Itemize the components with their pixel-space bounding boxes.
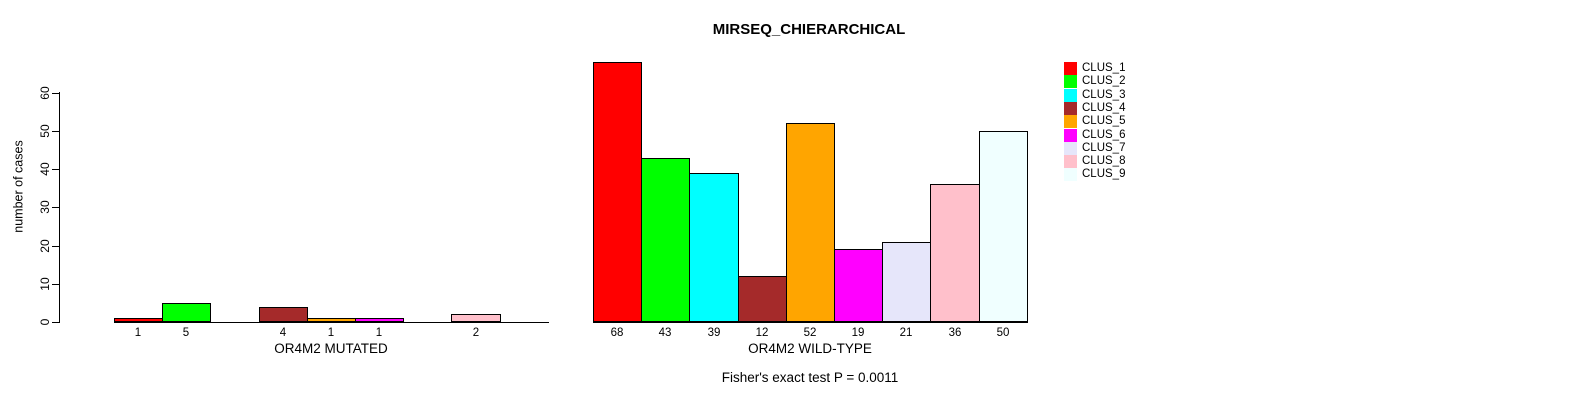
legend-swatch [1064, 62, 1077, 76]
bar-value-label: 50 [996, 327, 1010, 339]
legend-item-clus_2: CLUS_2 [1064, 75, 1126, 89]
bar-value-label: 1 [375, 327, 383, 339]
legend-label: CLUS_4 [1082, 102, 1126, 115]
legend-item-clus_3: CLUS_3 [1064, 89, 1126, 103]
bar-clus_5 [786, 123, 835, 322]
legend-item-clus_6: CLUS_6 [1064, 129, 1126, 143]
legend-label: CLUS_9 [1082, 168, 1126, 181]
legend-item-clus_4: CLUS_4 [1064, 102, 1126, 116]
legend-swatch [1064, 115, 1077, 129]
legend-swatch [1064, 155, 1077, 169]
x-axis-baseline-mutated [114, 322, 549, 323]
legend-label: CLUS_3 [1082, 89, 1126, 102]
bar-clus_5 [307, 318, 356, 322]
bar-clus_1 [114, 318, 163, 322]
y-axis-label: number of cases [11, 140, 26, 233]
bar-value-label: 52 [803, 327, 817, 339]
bar-value-label: 5 [182, 327, 190, 339]
y-tick-mark [52, 131, 59, 132]
legend-item-clus_8: CLUS_8 [1064, 155, 1126, 169]
bar-value-label: 68 [610, 327, 624, 339]
x-axis-baseline-wildtype [593, 322, 1028, 323]
legend-swatch [1064, 129, 1077, 143]
y-tick-label: 50 [38, 124, 52, 138]
legend-swatch [1064, 102, 1077, 116]
legend-label: CLUS_5 [1082, 115, 1126, 128]
legend-item-clus_1: CLUS_1 [1064, 62, 1126, 76]
bar-value-label: 19 [851, 327, 865, 339]
bar-clus_1 [593, 62, 642, 322]
y-tick-label: 60 [38, 86, 52, 100]
bar-clus_8 [451, 314, 501, 322]
chart-title: MIRSEQ_CHIERARCHICAL [712, 21, 906, 38]
y-tick-label: 30 [38, 200, 52, 214]
bar-value-label: 1 [327, 327, 335, 339]
fisher-test-annotation: Fisher's exact test P = 0.0011 [721, 370, 899, 385]
legend-item-clus_9: CLUS_9 [1064, 168, 1126, 182]
bar-value-label: 39 [707, 327, 721, 339]
bar-clus_8 [930, 184, 980, 322]
legend-item-clus_5: CLUS_5 [1064, 115, 1126, 129]
y-tick-label: 40 [38, 162, 52, 176]
y-tick-mark [52, 246, 59, 247]
legend-label: CLUS_6 [1082, 129, 1126, 142]
legend-label: CLUS_7 [1082, 142, 1126, 155]
bar-clus_2 [641, 158, 690, 322]
y-axis-line [59, 92, 60, 323]
legend-label: CLUS_8 [1082, 155, 1126, 168]
bar-clus_4 [738, 276, 787, 322]
bar-value-label: 36 [948, 327, 962, 339]
x-axis-label-mutated: OR4M2 MUTATED [274, 341, 388, 356]
bar-value-label: 12 [755, 327, 769, 339]
legend-label: CLUS_1 [1082, 62, 1126, 75]
bar-clus_9 [979, 131, 1028, 322]
bar-clus_4 [259, 307, 308, 322]
legend-swatch [1064, 89, 1077, 103]
y-tick-label: 0 [38, 318, 52, 326]
x-axis-label-wildtype: OR4M2 WILD-TYPE [748, 341, 872, 356]
bar-clus_2 [162, 303, 211, 322]
y-tick-label: 10 [38, 277, 52, 291]
bar-value-label: 2 [472, 327, 480, 339]
legend-item-clus_7: CLUS_7 [1064, 142, 1126, 156]
bar-value-label: 21 [899, 327, 913, 339]
y-tick-mark [52, 322, 59, 323]
y-tick-label: 20 [38, 239, 52, 253]
y-tick-mark [52, 207, 59, 208]
y-tick-mark [52, 169, 59, 170]
bar-value-label: 1 [134, 327, 142, 339]
bar-clus_7 [882, 242, 931, 322]
bar-clus_6 [355, 318, 404, 322]
legend-swatch [1064, 142, 1077, 156]
legend-label: CLUS_2 [1082, 75, 1126, 88]
bar-value-label: 4 [279, 327, 287, 339]
y-tick-mark [52, 93, 59, 94]
y-tick-mark [52, 284, 59, 285]
legend-swatch [1064, 75, 1077, 89]
legend-swatch [1064, 168, 1077, 182]
bar-value-label: 43 [658, 327, 672, 339]
bar-clus_3 [689, 173, 739, 322]
bar-clus_6 [834, 249, 883, 322]
